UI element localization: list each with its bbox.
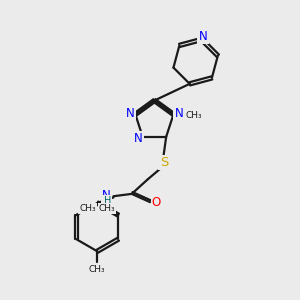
Text: N: N bbox=[174, 107, 183, 120]
Text: N: N bbox=[126, 107, 134, 120]
Text: N: N bbox=[134, 132, 142, 145]
Text: N: N bbox=[102, 189, 111, 202]
Text: CH₃: CH₃ bbox=[79, 204, 96, 213]
Text: CH₃: CH₃ bbox=[186, 112, 202, 121]
Text: S: S bbox=[160, 156, 168, 169]
Text: O: O bbox=[152, 196, 161, 208]
Text: H: H bbox=[104, 196, 111, 206]
Text: CH₃: CH₃ bbox=[99, 204, 115, 213]
Text: N: N bbox=[199, 30, 207, 43]
Text: CH₃: CH₃ bbox=[89, 265, 106, 274]
